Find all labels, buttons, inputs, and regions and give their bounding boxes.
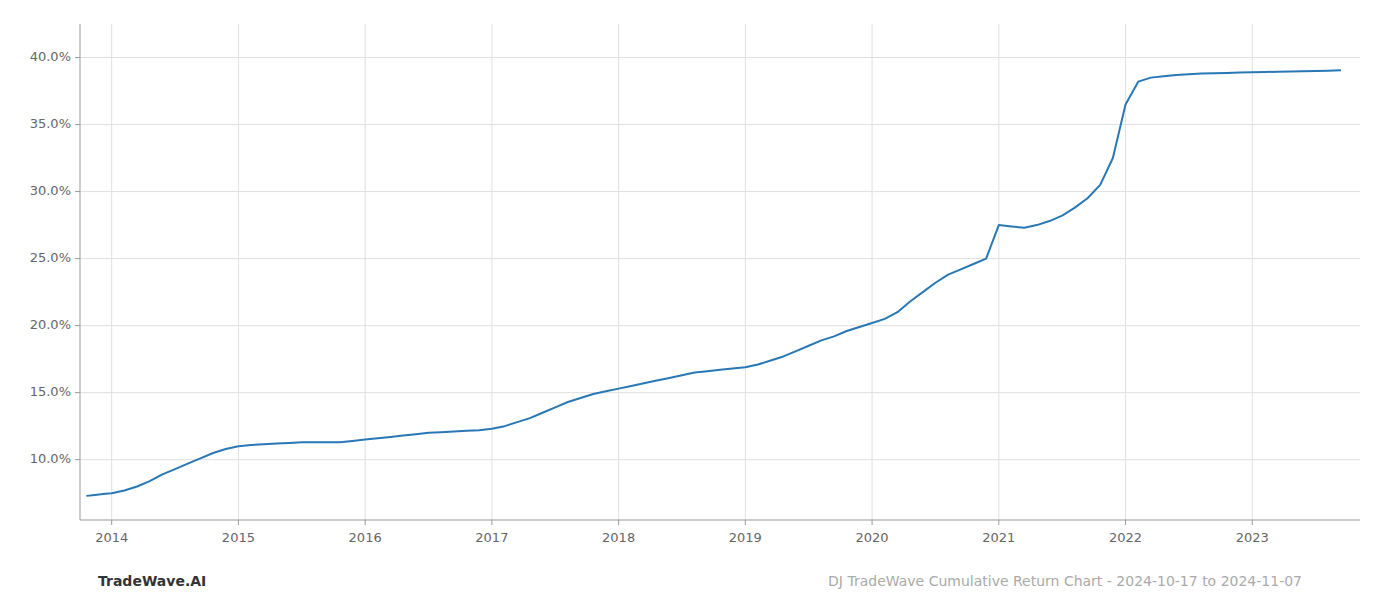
- tick-label-x: 2021: [982, 530, 1015, 545]
- tick-label-y: 35.0%: [30, 116, 71, 131]
- tick-label-x: 2018: [602, 530, 635, 545]
- tick-x: [618, 520, 619, 525]
- tick-label-x: 2019: [729, 530, 762, 545]
- tick-label-y: 10.0%: [30, 451, 71, 466]
- footer-left: TradeWave.AI: [98, 573, 206, 589]
- footer-right: DJ TradeWave Cumulative Return Chart - 2…: [828, 573, 1302, 589]
- tick-x: [111, 520, 112, 525]
- grid-line-y: [80, 191, 1360, 192]
- tick-x: [1252, 520, 1253, 525]
- tick-label-x: 2015: [222, 530, 255, 545]
- tick-label-x: 2023: [1236, 530, 1269, 545]
- grid-line-x: [872, 24, 873, 520]
- axis-y: [80, 24, 81, 520]
- tick-label-y: 30.0%: [30, 183, 71, 198]
- tick-label-y: 25.0%: [30, 250, 71, 265]
- footer: TradeWave.AI DJ TradeWave Cumulative Retu…: [98, 573, 1302, 589]
- plot-area: [86, 70, 1341, 496]
- grid-line-x: [745, 24, 746, 520]
- tick-x: [365, 520, 366, 525]
- tick-y: [75, 392, 80, 393]
- grid-line-y: [80, 325, 1360, 326]
- tick-label-x: 2022: [1109, 530, 1142, 545]
- tick-label-x: 2020: [856, 530, 889, 545]
- tick-label-x: 2016: [349, 530, 382, 545]
- grid-line-x: [998, 24, 999, 520]
- tick-y: [75, 124, 80, 125]
- tick-y: [75, 258, 80, 259]
- grid-line-x: [1252, 24, 1253, 520]
- grid-line-y: [80, 57, 1360, 58]
- tick-label-y: 40.0%: [30, 49, 71, 64]
- tick-x: [998, 520, 999, 525]
- tick-y: [75, 191, 80, 192]
- grid-line-y: [80, 392, 1360, 393]
- grid-line-y: [80, 124, 1360, 125]
- grid-line-y: [80, 459, 1360, 460]
- chart: 10.0% 15.0% 20.0% 25.0% 30.0% 35.0% 40.0% 2014 2…: [0, 0, 1400, 600]
- grid-line-x: [491, 24, 492, 520]
- tick-label-x: 2017: [475, 530, 508, 545]
- axis-x: [80, 520, 1360, 521]
- tick-y: [75, 459, 80, 460]
- grid-line-x: [365, 24, 366, 520]
- tick-x: [491, 520, 492, 525]
- tick-x: [745, 520, 746, 525]
- tick-label-y: 20.0%: [30, 317, 71, 332]
- tick-x: [872, 520, 873, 525]
- grid-line-x: [111, 24, 112, 520]
- grid-line-y: [80, 258, 1360, 259]
- tick-label-y: 15.0%: [30, 384, 71, 399]
- grid: [80, 24, 1360, 520]
- tick-x: [1125, 520, 1126, 525]
- tick-y: [75, 57, 80, 58]
- line: [86, 70, 1341, 496]
- background: [0, 0, 1400, 600]
- tick-y: [75, 325, 80, 326]
- axes: 10.0% 15.0% 20.0% 25.0% 30.0% 35.0% 40.0% 2014 2…: [30, 24, 1360, 545]
- grid-line-x: [1125, 24, 1126, 520]
- tick-x: [238, 520, 239, 525]
- grid-line-x: [618, 24, 619, 520]
- tick-label-x: 2014: [95, 530, 128, 545]
